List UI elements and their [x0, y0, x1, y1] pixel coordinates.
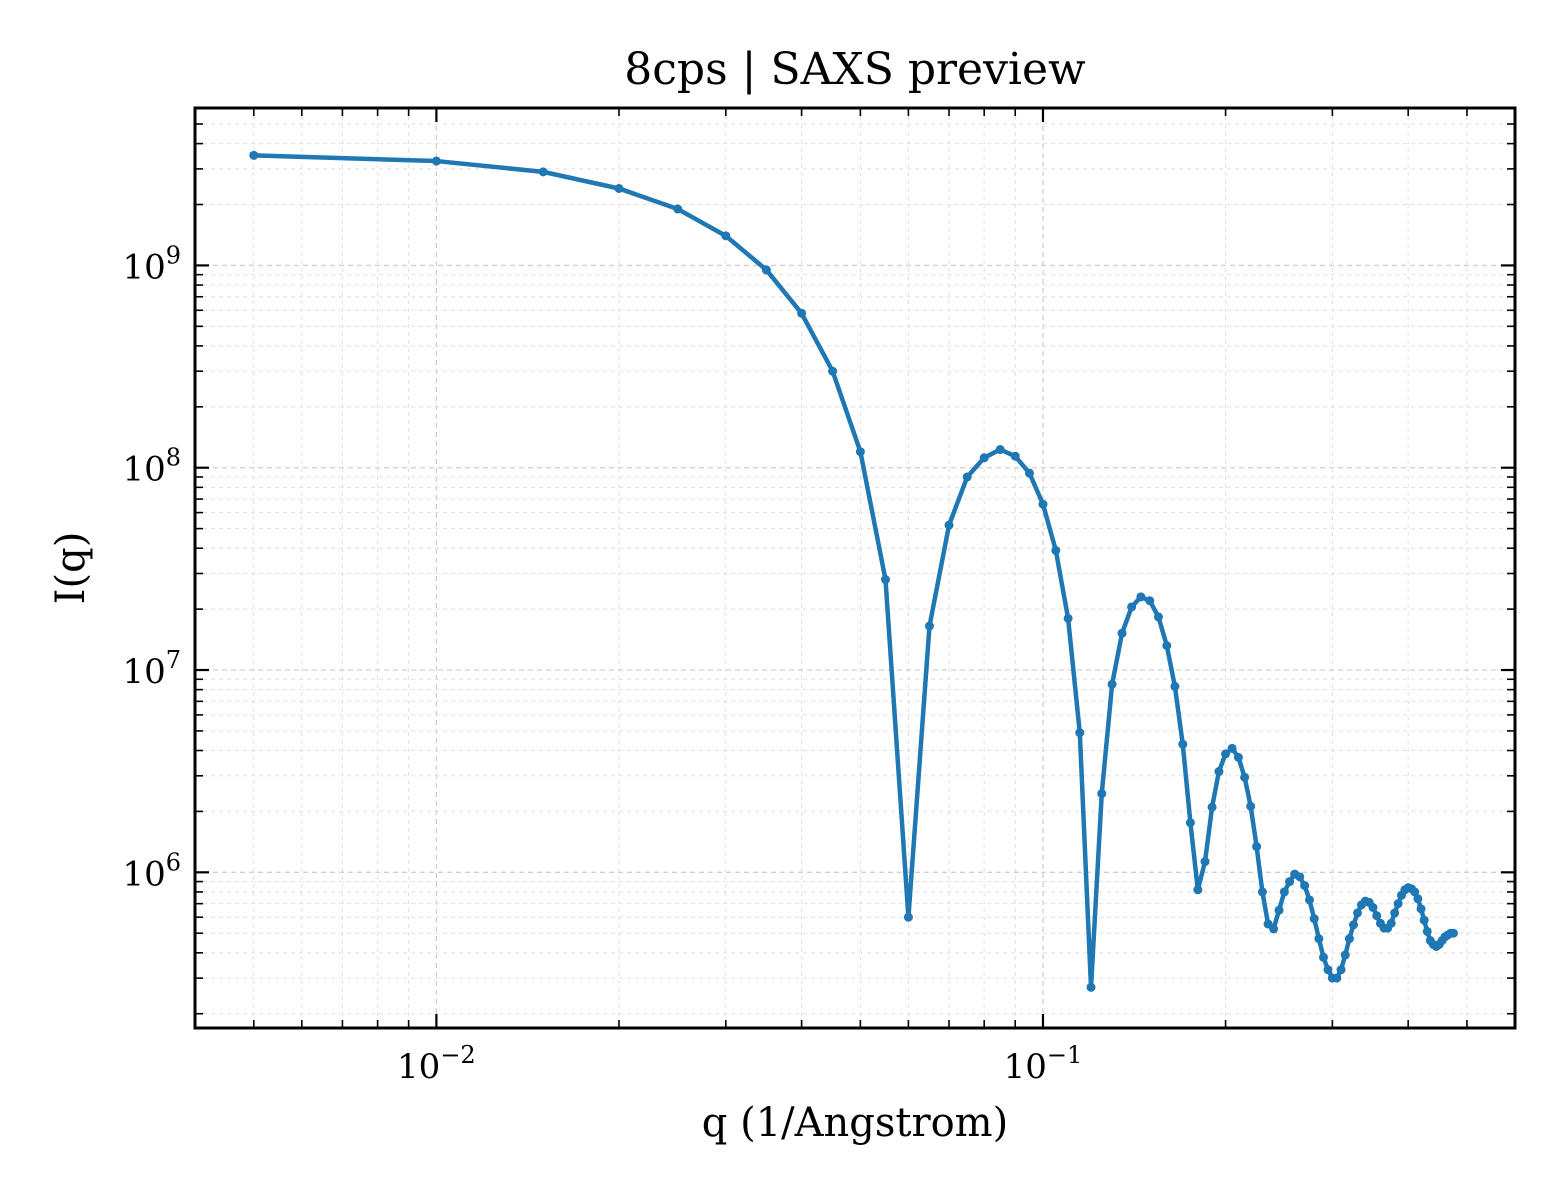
data-point	[903, 912, 913, 922]
data-point	[1410, 887, 1420, 897]
plot-frame	[193, 106, 1517, 1030]
data-point	[1269, 924, 1279, 934]
data-point	[1314, 934, 1324, 944]
data-point	[1063, 613, 1073, 623]
data-point	[1127, 602, 1137, 612]
data-point	[797, 308, 807, 318]
data-series	[249, 150, 1458, 992]
data-point	[1193, 885, 1203, 895]
data-point	[1024, 468, 1034, 478]
data-point	[1422, 926, 1432, 936]
data-point	[1117, 628, 1127, 638]
y-tick-label: 107	[122, 646, 181, 692]
data-point	[1185, 818, 1195, 828]
data-point	[1309, 914, 1319, 924]
y-tick-label: 109	[122, 241, 181, 287]
data-point	[1257, 887, 1267, 897]
data-point	[1107, 679, 1117, 689]
data-point	[431, 156, 441, 166]
data-point	[1390, 908, 1400, 918]
data-point	[1010, 451, 1020, 461]
data-point	[1038, 499, 1048, 509]
data-point	[1416, 904, 1426, 914]
data-point	[1336, 965, 1346, 975]
data-point	[721, 231, 731, 241]
data-point	[1295, 872, 1305, 882]
y-tick-label: 108	[122, 444, 181, 490]
data-point	[1051, 545, 1061, 555]
data-point	[1227, 743, 1237, 753]
data-point	[1145, 596, 1155, 606]
data-point	[1240, 772, 1250, 782]
data-point	[1136, 592, 1146, 602]
data-point	[1097, 789, 1107, 799]
data-point	[1214, 767, 1224, 777]
data-point	[761, 265, 771, 275]
data-point	[1372, 911, 1382, 921]
data-point	[924, 621, 934, 631]
y-tick-label: 106	[122, 848, 181, 894]
data-point	[828, 366, 838, 376]
data-point	[1448, 928, 1458, 938]
data-point	[1419, 915, 1429, 925]
data-point	[979, 453, 989, 463]
data-point	[944, 520, 954, 530]
data-point	[880, 575, 890, 585]
data-point	[1323, 965, 1333, 975]
data-point	[1386, 918, 1396, 928]
data-point	[1332, 973, 1342, 983]
data-point	[614, 184, 624, 193]
data-point	[1200, 857, 1210, 867]
data-point	[538, 167, 548, 177]
data-point	[1368, 903, 1378, 912]
data-point	[1300, 881, 1310, 891]
data-point	[1162, 641, 1172, 651]
data-point	[1233, 752, 1243, 762]
x-axis-label: q (1/Angstrom)	[702, 1100, 1008, 1146]
data-point	[673, 204, 683, 214]
data-point	[1153, 612, 1163, 622]
data-point	[1170, 681, 1180, 691]
data-point	[1274, 905, 1284, 915]
x-tick-label: 10−1	[1004, 1041, 1083, 1087]
chart-title: 8cps | SAXS preview	[624, 44, 1086, 95]
data-point	[1221, 749, 1231, 759]
data-point	[995, 445, 1005, 455]
data-point	[1252, 842, 1262, 852]
data-point	[1178, 739, 1188, 749]
data-point	[1318, 952, 1328, 962]
data-point	[855, 447, 865, 457]
tick-labels: 10−2 10−1 106 107 108 109	[122, 241, 1082, 1087]
data-point	[962, 472, 972, 482]
data-point	[1340, 950, 1350, 960]
data-point	[1353, 908, 1363, 918]
data-point	[1075, 728, 1085, 738]
data-point	[1413, 894, 1423, 904]
data-point	[1279, 887, 1289, 897]
x-tick-label: 10−2	[397, 1041, 476, 1087]
data-point	[1393, 899, 1403, 909]
data-point	[1207, 802, 1217, 812]
data-point	[1304, 895, 1314, 905]
data-point	[1086, 982, 1096, 992]
y-axis-label: I(q)	[48, 532, 94, 605]
data-point	[249, 150, 259, 160]
data-point	[1348, 920, 1358, 930]
data-point	[1285, 877, 1295, 887]
data-point	[1246, 801, 1256, 811]
data-point	[1344, 934, 1354, 944]
